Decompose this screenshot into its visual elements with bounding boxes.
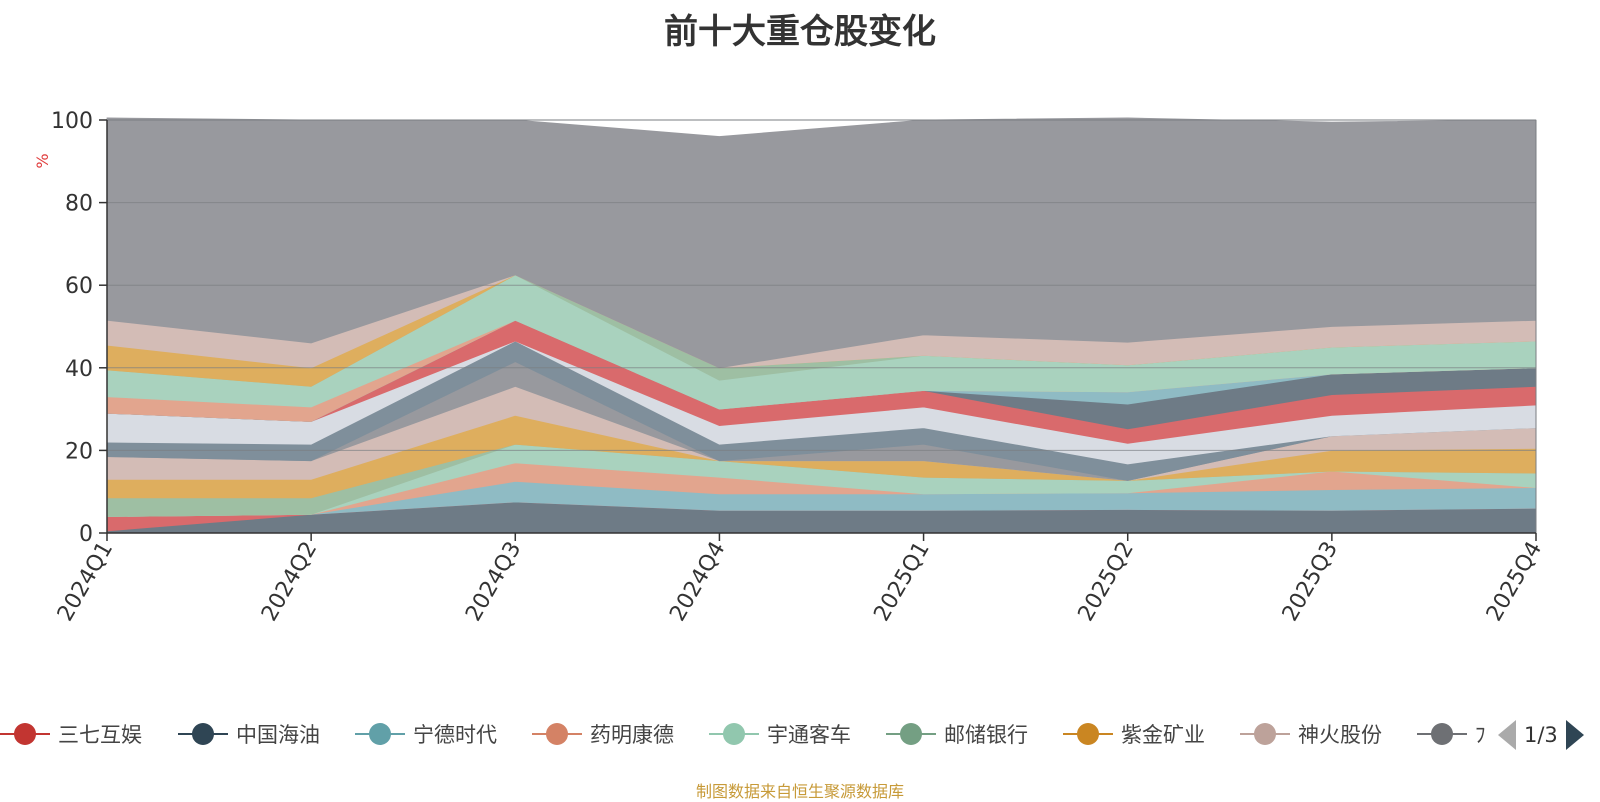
legend-marker-icon: [1417, 714, 1467, 754]
legend-dot-icon: [369, 723, 391, 745]
legend-dot-icon: [192, 723, 214, 745]
legend-prev-page-icon[interactable]: [1498, 720, 1516, 750]
legend-dot-icon: [1254, 723, 1276, 745]
legend-page-indicator: 1/3: [1524, 723, 1558, 747]
legend-item[interactable]: 神火股份: [1240, 714, 1382, 754]
legend-pager: 1/3: [1498, 718, 1584, 752]
legend-item[interactable]: 邮储银行: [886, 714, 1028, 754]
legend-label: 三七互娱: [58, 723, 142, 747]
x-tick-label: 2025Q2: [1074, 538, 1139, 626]
y-axis-unit-label: %: [33, 153, 52, 168]
legend-next-page-icon[interactable]: [1565, 720, 1584, 750]
x-tick-label: 2025Q4: [1482, 538, 1547, 626]
y-tick-label: 60: [65, 274, 93, 299]
legend-dot-icon: [1431, 723, 1453, 745]
legend-marker-icon: [355, 714, 405, 754]
legend-label: 药明康德: [590, 723, 674, 747]
legend-marker-icon: [709, 714, 759, 754]
areas-layer: [106, 117, 1537, 534]
legend-label: 紫金矿业: [1121, 723, 1205, 747]
legend-marker-icon: [1063, 714, 1113, 754]
legend-marker-icon: [178, 714, 228, 754]
y-tick-label: 20: [65, 439, 93, 464]
x-tick-label: 2024Q3: [461, 538, 526, 626]
legend-item[interactable]: 中国海油: [178, 714, 320, 754]
legend-item[interactable]: 宁德时代: [355, 714, 497, 754]
legend-marker-icon: [0, 714, 50, 754]
legend-label: 神火股份: [1298, 723, 1382, 747]
chart-title: 前十大重仓股变化: [664, 12, 936, 52]
legend-label: 邮储银行: [944, 723, 1028, 747]
legend-item[interactable]: ﾌ: [1417, 714, 1486, 754]
y-tick-label: 80: [65, 192, 93, 217]
legend-dot-icon: [723, 723, 745, 745]
data-source-note: 制图数据来自恒生聚源数据库: [695, 782, 904, 801]
legend: 三七互娱 中国海油 宁德时代 药明康德 宇通客车 邮储银行 紫金矿业 神火股份 ﾌ: [0, 714, 1490, 754]
y-tick-label: 40: [65, 357, 93, 382]
legend-item[interactable]: 紫金矿业: [1063, 714, 1205, 754]
legend-dot-icon: [900, 723, 922, 745]
legend-dot-icon: [14, 723, 36, 745]
x-tick-label: 2024Q1: [53, 538, 118, 626]
legend-label: 宁德时代: [413, 723, 497, 747]
x-tick-label: 2025Q3: [1278, 538, 1343, 626]
legend-label: ﾌ: [1475, 723, 1486, 747]
grid-layer: [107, 119, 1537, 533]
legend-label: 中国海油: [236, 723, 320, 747]
legend-item[interactable]: 三七互娱: [0, 714, 142, 754]
legend-dot-icon: [1077, 723, 1099, 745]
legend-marker-icon: [1240, 714, 1290, 754]
x-tick-label: 2024Q2: [257, 538, 322, 626]
y-tick-label: 100: [51, 109, 93, 134]
legend-item[interactable]: 宇通客车: [709, 714, 851, 754]
y-tick-label: 0: [79, 522, 93, 547]
legend-dot-icon: [546, 723, 568, 745]
x-tick-label: 2025Q1: [869, 538, 934, 626]
legend-label: 宇通客车: [767, 723, 851, 747]
legend-marker-icon: [886, 714, 936, 754]
x-tick-label: 2024Q4: [665, 538, 730, 626]
legend-item[interactable]: 药明康德: [532, 714, 674, 754]
legend-marker-icon: [532, 714, 582, 754]
